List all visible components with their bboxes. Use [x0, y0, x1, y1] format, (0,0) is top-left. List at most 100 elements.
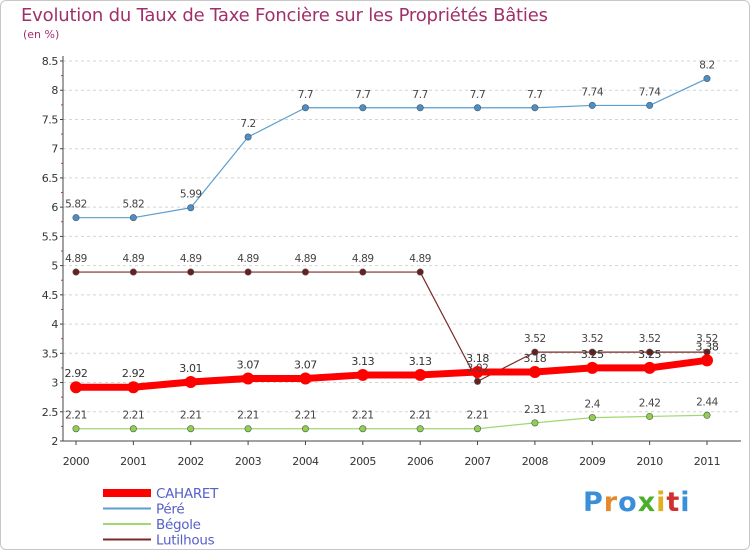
- data-label: 2.21: [65, 410, 87, 422]
- data-label: 3.02: [467, 362, 489, 374]
- data-label: 7.7: [470, 89, 486, 101]
- data-point: [703, 75, 711, 83]
- data-point: [531, 419, 539, 427]
- data-point: [299, 372, 312, 385]
- data-label: 3.13: [409, 355, 432, 368]
- data-label: 4.89: [237, 253, 259, 265]
- x-tick-label: 2008: [522, 455, 549, 468]
- data-point: [588, 101, 596, 109]
- data-point: [471, 366, 484, 379]
- data-label: 2.21: [295, 410, 317, 422]
- data-label: 2.92: [65, 367, 88, 380]
- x-tick-label: 2005: [350, 455, 377, 468]
- y-tick-label: 5: [51, 260, 58, 273]
- y-tick-label: 5.5: [42, 230, 59, 243]
- data-label: 7.2: [240, 118, 256, 130]
- data-point: [244, 268, 252, 276]
- data-point: [703, 411, 711, 419]
- data-label: 3.18: [466, 352, 489, 365]
- data-point: [416, 425, 424, 433]
- legend-entry: Lutilhous: [156, 533, 215, 549]
- data-point: [474, 377, 482, 385]
- data-point: [588, 348, 596, 356]
- series-line-lutilhous: [75, 271, 708, 382]
- x-tick-label: 2001: [120, 455, 146, 468]
- data-label: 2.44: [696, 396, 718, 408]
- data-point: [531, 348, 539, 356]
- x-tick-label: 2004: [292, 455, 319, 468]
- data-label: 5.82: [65, 199, 87, 211]
- chart-title: Evolution du Taux de Taxe Foncière sur l…: [21, 5, 548, 26]
- x-tick-label: 2010: [636, 455, 663, 468]
- data-label: 3.01: [179, 362, 202, 375]
- data-label: 3.38: [696, 340, 719, 353]
- y-tick-label: 8.5: [42, 55, 59, 68]
- data-label: 4.89: [409, 253, 431, 265]
- data-label: 2.21: [237, 410, 259, 422]
- data-point: [528, 366, 541, 379]
- data-point: [701, 354, 713, 367]
- legend-entry: Péré: [156, 502, 184, 518]
- data-label: 2.92: [122, 367, 145, 380]
- data-point: [70, 381, 82, 394]
- y-tick-label: 8: [51, 84, 58, 97]
- brand-letter: t: [666, 487, 681, 518]
- data-point: [72, 214, 80, 222]
- series-line-péré: [75, 77, 708, 219]
- data-point: [184, 375, 197, 388]
- data-label: 3.07: [294, 358, 317, 371]
- data-point: [646, 348, 654, 356]
- data-point: [187, 204, 195, 212]
- data-label: 2.31: [524, 404, 546, 416]
- series-line-caharet: [72, 356, 711, 391]
- data-label: 7.7: [412, 89, 428, 101]
- y-tick-label: 4.5: [42, 289, 59, 302]
- data-label: 7.7: [298, 89, 314, 101]
- y-tick-label: 2: [51, 435, 58, 448]
- x-tick-label: 2009: [579, 455, 606, 468]
- data-point: [416, 104, 424, 112]
- data-point: [244, 425, 252, 433]
- data-label: 3.25: [638, 348, 661, 361]
- series-line-bégole: [75, 414, 708, 430]
- brand-letter: P: [583, 487, 604, 518]
- data-label: 3.25: [581, 348, 604, 361]
- data-point: [72, 268, 80, 276]
- data-label: 2.21: [352, 410, 374, 422]
- data-point: [129, 214, 137, 222]
- brand-letter: i: [656, 487, 667, 518]
- y-tick-label: 2.5: [42, 406, 59, 419]
- data-label: 4.89: [180, 253, 202, 265]
- x-tick-label: 2007: [464, 455, 491, 468]
- data-point: [416, 268, 424, 276]
- brand-letter: x: [637, 487, 657, 518]
- data-point: [531, 104, 539, 112]
- data-point: [127, 381, 140, 394]
- data-label: 2.4: [585, 399, 601, 411]
- data-label: 7.74: [639, 86, 661, 98]
- brand-letter: r: [603, 487, 619, 518]
- data-label: 2.42: [639, 397, 661, 409]
- data-label: 3.13: [351, 355, 374, 368]
- y-tick-label: 7.5: [42, 113, 59, 126]
- y-tick-label: 7: [51, 143, 58, 156]
- data-label: 4.89: [122, 253, 144, 265]
- data-label: 2.21: [409, 410, 431, 422]
- data-label: 3.52: [524, 333, 546, 345]
- data-label: 7.7: [527, 89, 543, 101]
- data-label: 2.21: [122, 410, 144, 422]
- data-label: 8.2: [699, 60, 715, 72]
- data-point: [72, 425, 80, 433]
- data-point: [301, 425, 309, 433]
- data-point: [301, 268, 309, 276]
- data-label: 5.99: [180, 189, 202, 201]
- legend-entry: CAHARET: [156, 486, 219, 502]
- data-label: 4.89: [65, 253, 87, 265]
- data-point: [242, 372, 255, 385]
- data-point: [359, 425, 367, 433]
- x-tick-label: 2003: [235, 455, 262, 468]
- chart-unit: (en %): [23, 28, 60, 41]
- data-label: 7.7: [355, 89, 371, 101]
- data-point: [646, 412, 654, 420]
